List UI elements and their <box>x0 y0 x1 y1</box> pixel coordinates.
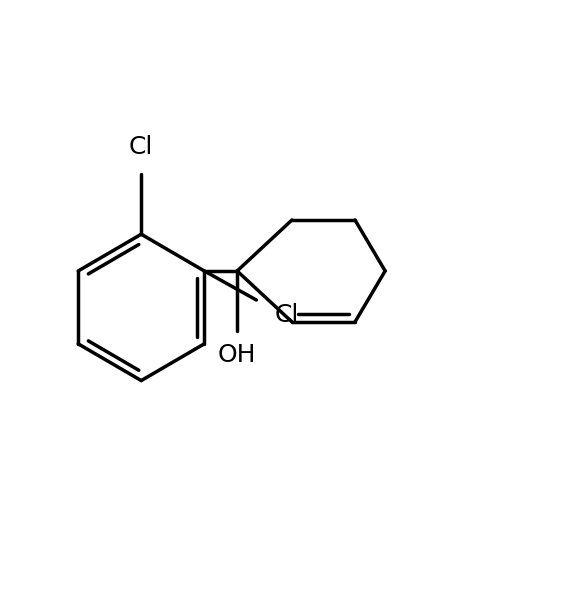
Text: Cl: Cl <box>129 134 153 158</box>
Text: OH: OH <box>218 343 256 367</box>
Text: Cl: Cl <box>274 304 298 328</box>
